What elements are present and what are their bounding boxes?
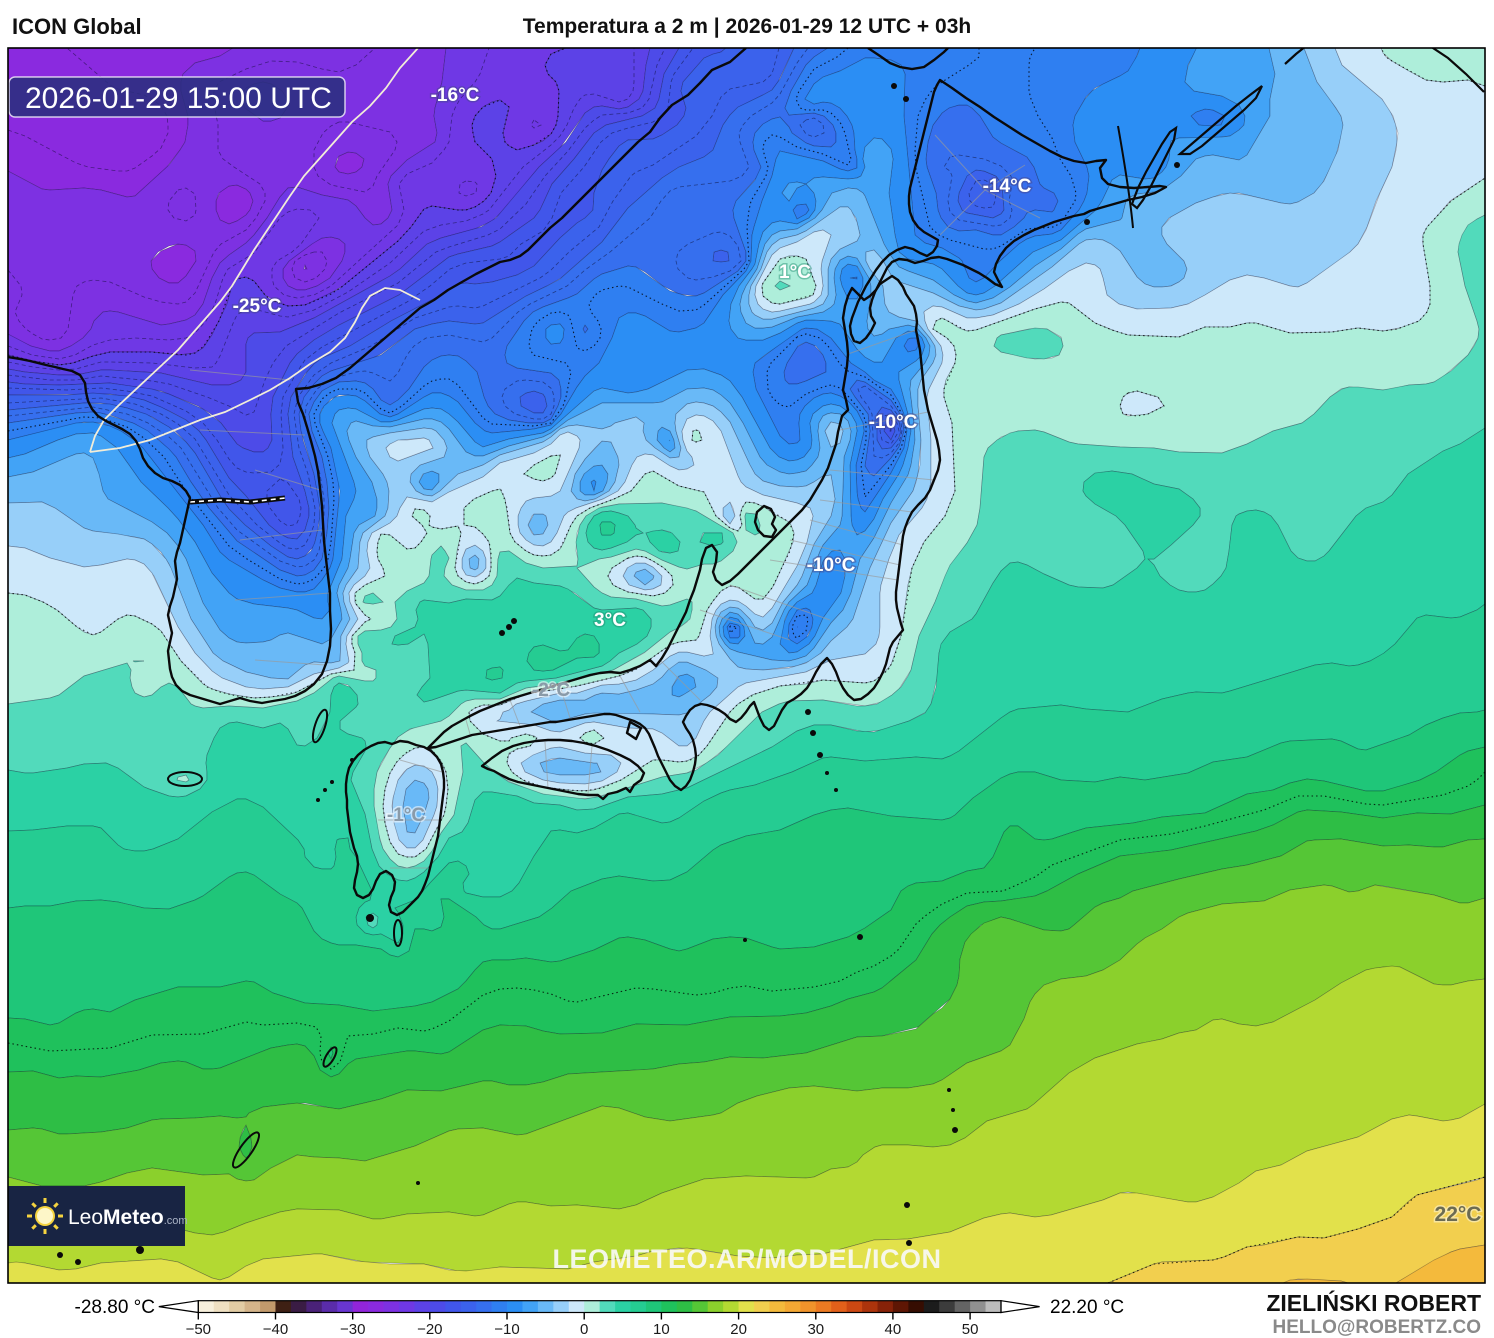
svg-text:−30: −30 bbox=[340, 1321, 365, 1338]
svg-text:1°C: 1°C bbox=[779, 262, 811, 283]
svg-text:10: 10 bbox=[653, 1321, 670, 1338]
svg-text:22°C: 22°C bbox=[1435, 1203, 1482, 1226]
svg-text:−50: −50 bbox=[186, 1321, 211, 1338]
svg-text:LEOMETEO.AR/MODEL/ICON: LEOMETEO.AR/MODEL/ICON bbox=[553, 1244, 942, 1274]
svg-text:-10°C: -10°C bbox=[869, 412, 918, 433]
svg-text:−10: −10 bbox=[494, 1321, 519, 1338]
svg-text:−40: −40 bbox=[263, 1321, 288, 1338]
svg-text:-10°C: -10°C bbox=[807, 555, 856, 576]
svg-text:-28.80 °C: -28.80 °C bbox=[75, 1297, 155, 1318]
svg-text:40: 40 bbox=[885, 1321, 902, 1338]
svg-text:22.20 °C: 22.20 °C bbox=[1050, 1297, 1124, 1318]
svg-text:2026-01-29 15:00 UTC: 2026-01-29 15:00 UTC bbox=[25, 82, 332, 115]
svg-text:HELLO@ROBERTZ.CO: HELLO@ROBERTZ.CO bbox=[1272, 1317, 1481, 1338]
svg-text:3°C: 3°C bbox=[594, 610, 626, 631]
svg-text:−20: −20 bbox=[417, 1321, 442, 1338]
svg-text:0: 0 bbox=[580, 1321, 588, 1338]
svg-text:-25°C: -25°C bbox=[233, 296, 282, 317]
svg-text:-2°C: -2°C bbox=[532, 680, 570, 701]
svg-text:30: 30 bbox=[807, 1321, 824, 1338]
svg-text:-14°C: -14°C bbox=[983, 176, 1032, 197]
svg-text:ZIELIŃSKI ROBERT: ZIELIŃSKI ROBERT bbox=[1266, 1289, 1481, 1316]
svg-text:20: 20 bbox=[730, 1321, 747, 1338]
svg-text:50: 50 bbox=[962, 1321, 979, 1338]
svg-text:-1°C: -1°C bbox=[387, 805, 425, 826]
svg-text:LeoMeteo.com: LeoMeteo.com bbox=[68, 1206, 188, 1229]
svg-text:-16°C: -16°C bbox=[431, 85, 480, 106]
